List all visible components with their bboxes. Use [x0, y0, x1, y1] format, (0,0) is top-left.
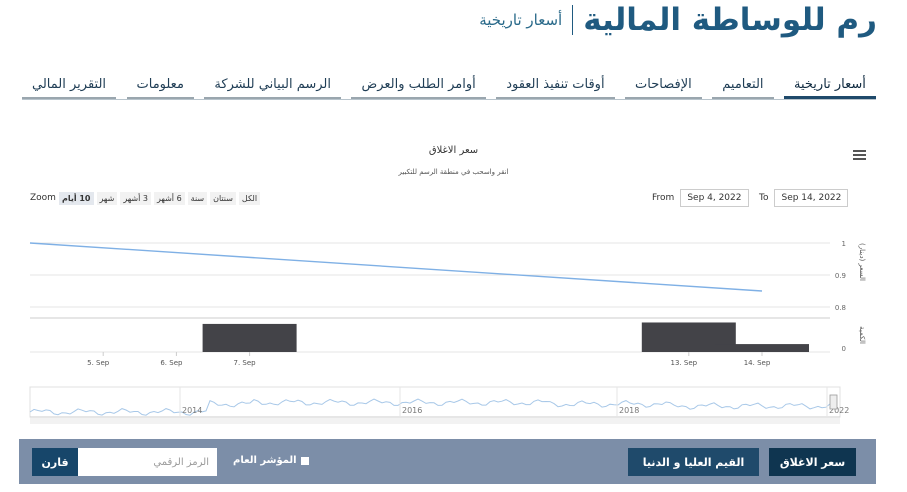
price-tick-label: 0.8	[835, 304, 846, 312]
x-tick-label: 13. Sep	[671, 359, 698, 367]
tab-trade-times[interactable]: أوقات تنفيذ العقود	[496, 76, 615, 99]
navigator-scrollbar[interactable]	[30, 418, 840, 424]
tab-info[interactable]: معلومات	[126, 76, 194, 99]
tab-circulars[interactable]: التعاميم	[712, 76, 774, 99]
section-title: أسعار تاريخية	[479, 11, 563, 29]
range-from: From Sep 4, 2022	[652, 189, 749, 207]
zoom-1-year-button[interactable]: سنة	[187, 191, 208, 205]
zoom-6-months-button[interactable]: 6 أشهر	[153, 191, 185, 205]
zoom-3-months-button[interactable]: 3 أشهر	[120, 191, 151, 205]
navigator-tick-label: 2018	[619, 406, 639, 415]
zoom-10-days-button[interactable]: 10 أيام	[58, 191, 94, 205]
price-tick-label: 0.9	[835, 272, 846, 280]
zoom-controls: Zoom 10 أيام شهر 3 أشهر 6 أشهر سنة سنتان…	[30, 190, 263, 206]
range-to: To Sep 14, 2022	[759, 189, 849, 207]
zoom-all-button[interactable]: الكل	[238, 191, 261, 205]
page-header: رم للوساطة المالية أسعار تاريخية	[479, 0, 877, 40]
general-index-checkbox[interactable]	[300, 456, 309, 465]
tab-orders[interactable]: أوامر الطلب والعرض	[351, 76, 486, 99]
tab-company-chart[interactable]: الرسم البياني للشركة	[204, 76, 341, 99]
zoom-label: Zoom	[30, 193, 56, 203]
volume-tick-label: 0	[842, 345, 846, 353]
navigator-tick-label: 2014	[182, 406, 202, 415]
tab-disclosures[interactable]: الإفصاحات	[625, 76, 702, 99]
volume-bar	[715, 344, 809, 352]
general-index-label: المؤشر العام	[233, 455, 297, 466]
symbol-input[interactable]: الرمز الرقمي	[78, 448, 217, 476]
compare-button[interactable]: قارن	[32, 448, 78, 476]
range-from-input[interactable]: Sep 4, 2022	[680, 189, 749, 207]
range-to-input[interactable]: Sep 14, 2022	[774, 189, 849, 207]
price-tick-label: 1	[842, 240, 846, 248]
tab-bar: أسعار تاريخية التعاميم الإفصاحات أوقات ت…	[22, 76, 876, 100]
header-separator	[572, 5, 574, 35]
close-price-button[interactable]: سعر الاغلاق	[769, 448, 856, 476]
tab-financial-report[interactable]: التقرير المالي	[22, 76, 117, 99]
volume-bar	[202, 323, 297, 352]
price-chart[interactable]: 1 0.9 0.8 0 5. Sep 6. Sep 7. Sep 13. Sep 14. S…	[0, 210, 907, 432]
general-index-toggle[interactable]: المؤشر العام	[233, 455, 309, 466]
bottom-toolbar: سعر الاغلاق القيم العليا و الدنيا المؤشر…	[19, 439, 876, 484]
hamburger-icon[interactable]	[853, 150, 866, 160]
navigator-handle[interactable]	[829, 394, 838, 410]
x-tick-label: 7. Sep	[234, 359, 257, 367]
navigator-series	[29, 398, 831, 416]
price-line	[29, 242, 763, 292]
zoom-1-month-button[interactable]: شهر	[96, 191, 118, 205]
x-tick-label: 5. Sep	[87, 359, 110, 367]
volume-axis-label: الكمية	[858, 326, 866, 344]
range-to-label: To	[759, 193, 769, 203]
x-tick-label: 14. Sep	[744, 359, 771, 367]
price-axis-label: السعر (دينار)	[858, 243, 866, 281]
x-tick-label: 6. Sep	[160, 359, 183, 367]
tab-historical-prices[interactable]: أسعار تاريخية	[784, 76, 876, 99]
high-low-button[interactable]: القيم العليا و الدنيا	[628, 448, 759, 476]
navigator-tick-label: 2016	[402, 406, 422, 415]
navigator-tick-label: 2022	[829, 406, 849, 415]
chart-subtitle: انقر واسحب في منطقة الرسم للتكبير	[398, 168, 509, 176]
zoom-2-years-button[interactable]: سنتان	[210, 191, 236, 205]
chart-title: سعر الاغلاق	[428, 145, 479, 156]
range-from-label: From	[652, 193, 675, 203]
company-title: رم للوساطة المالية	[583, 2, 877, 38]
